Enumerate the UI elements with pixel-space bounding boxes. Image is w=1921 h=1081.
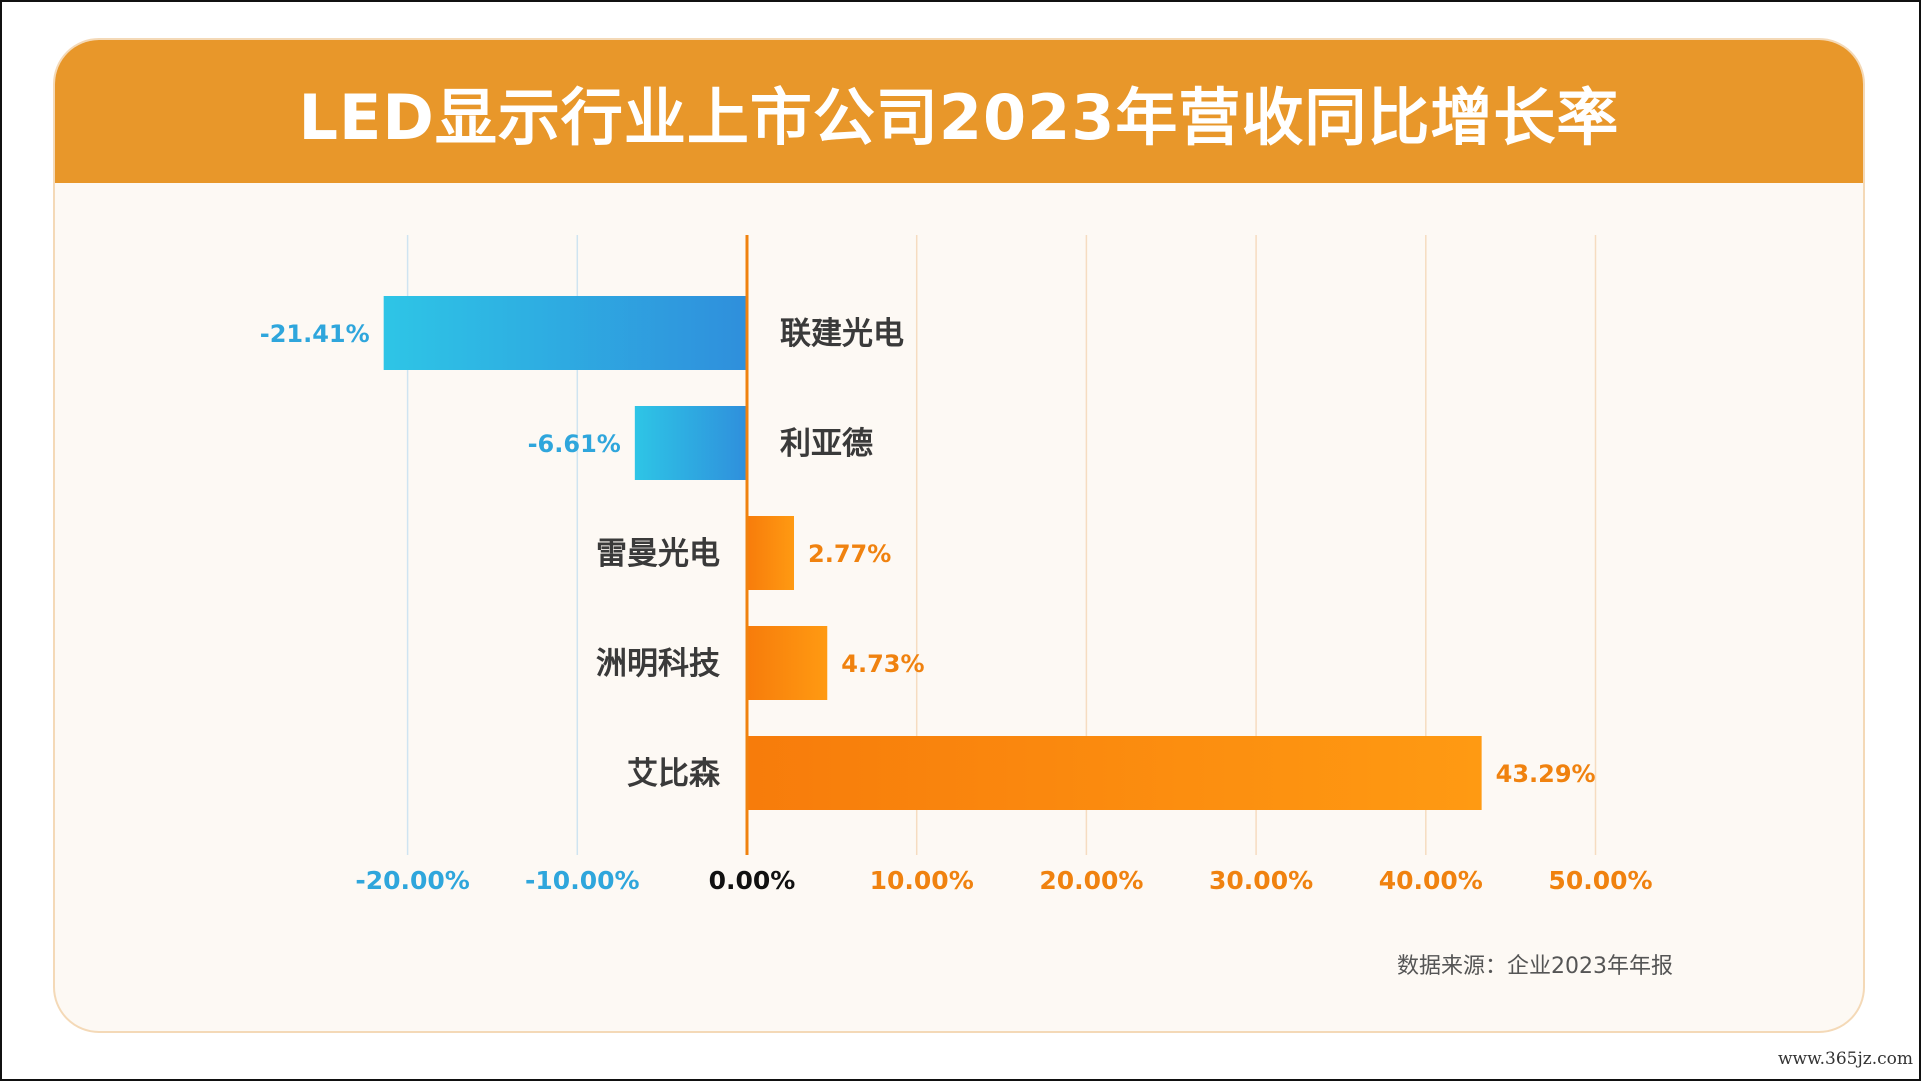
- tick-label: 40.00%: [1379, 866, 1483, 895]
- chart-card: LED显示行业上市公司2023年营收同比增长率: [53, 38, 1865, 1033]
- chart-title: LED显示行业上市公司2023年营收同比增长率: [298, 80, 1620, 154]
- data-source-note: 数据来源：企业2023年年报: [1397, 954, 1673, 979]
- category-label: 艾比森: [627, 756, 721, 792]
- bar: [747, 736, 1482, 810]
- category-label: 联建光电: [780, 316, 904, 352]
- chart-header: LED显示行业上市公司2023年营收同比增长率: [55, 40, 1863, 183]
- bar: [747, 516, 795, 590]
- data-label: 43.29%: [1496, 760, 1596, 788]
- data-label: -21.41%: [260, 320, 370, 348]
- data-label: 4.73%: [841, 650, 924, 678]
- category-label: 利亚德: [780, 426, 873, 462]
- tick-label: 10.00%: [870, 866, 974, 895]
- category-label: 雷曼光电: [596, 536, 720, 572]
- tick-label: 20.00%: [1039, 866, 1143, 895]
- data-label: 2.77%: [808, 540, 891, 568]
- tick-label: 30.00%: [1209, 866, 1313, 895]
- bar: [747, 626, 828, 700]
- data-label: -6.61%: [528, 430, 621, 458]
- bar: [383, 296, 747, 370]
- tick-label: -10.00%: [525, 866, 640, 895]
- tick-label: 50.00%: [1548, 866, 1652, 895]
- bars: [383, 296, 1482, 810]
- watermark: www.365jz.com: [1778, 1049, 1913, 1069]
- category-label: 洲明科技: [596, 646, 720, 682]
- tick-label: 0.00%: [709, 866, 796, 895]
- tick-label: -20.00%: [355, 866, 470, 895]
- x-axis-ticks: -20.00% -10.00% 0.00% 10.00% 20.00% 30.00% 40.…: [355, 866, 1652, 895]
- labels: -21.41% 联建光电 -6.61% 利亚德 2.77% 雷曼光电 4.73% 洲明科技 43…: [260, 316, 1596, 792]
- bar: [634, 406, 747, 480]
